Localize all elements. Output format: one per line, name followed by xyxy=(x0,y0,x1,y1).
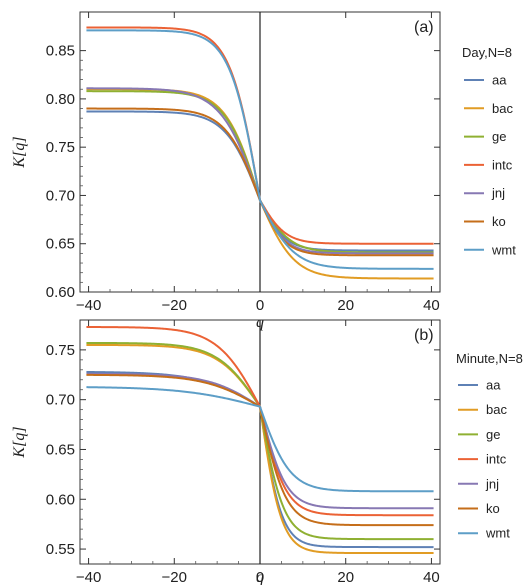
panel-a: −40−20020400.600.650.700.750.800.85(a)qK… xyxy=(11,11,516,331)
legend-label-ko: ko xyxy=(492,214,506,229)
legend-title: Day,N=8 xyxy=(462,45,512,60)
legend-title: Minute,N=8 xyxy=(456,351,523,366)
x-axis-label: q xyxy=(256,569,264,585)
y-tick-label: 0.70 xyxy=(46,392,75,409)
y-tick-label: 0.70 xyxy=(46,187,75,204)
y-tick-label: 0.65 xyxy=(46,236,75,253)
y-tick-label: 0.55 xyxy=(46,541,75,558)
legend-label-wmt: wmt xyxy=(491,242,516,257)
legend-label-ge: ge xyxy=(492,129,506,144)
legend: Day,N=8 aa bac ge intc jnj ko wmt xyxy=(462,45,516,257)
x-tick-label: −20 xyxy=(162,569,187,585)
legend-label-intc: intc xyxy=(486,452,507,467)
legend-label-aa: aa xyxy=(486,378,501,393)
panel-tag: (a) xyxy=(414,19,434,36)
x-tick-label: 0 xyxy=(256,569,264,585)
legend-label-bac: bac xyxy=(492,101,513,116)
y-tick-label: 0.75 xyxy=(46,342,75,359)
legend-label-intc: intc xyxy=(492,157,513,172)
legend-label-ge: ge xyxy=(486,427,500,442)
series-line-wmt xyxy=(86,29,434,270)
legend-label-wmt: wmt xyxy=(485,526,510,541)
panel-tag: (b) xyxy=(414,327,434,344)
series-line-wmt xyxy=(86,386,434,493)
legend-label-aa: aa xyxy=(492,73,507,88)
legend: Minute,N=8 aa bac ge intc jnj ko wmt xyxy=(456,351,523,541)
y-tick-label: 0.85 xyxy=(46,43,75,60)
x-tick-label: −40 xyxy=(76,569,101,585)
x-tick-label: 40 xyxy=(423,569,440,585)
y-tick-label: 0.80 xyxy=(46,91,75,108)
x-tick-label: 20 xyxy=(337,569,354,585)
y-tick-label: 0.75 xyxy=(46,139,75,156)
legend-label-bac: bac xyxy=(486,402,507,417)
legend-label-ko: ko xyxy=(486,501,500,516)
y-tick-label: 0.65 xyxy=(46,441,75,458)
x-tick-label: 0 xyxy=(256,297,264,314)
panel-b: −40 −20 0 20 40 0.55 0.60 0.65 0.70 0.75 (b) q K[q] M… xyxy=(11,319,523,585)
y-axis-label: K[q] xyxy=(11,136,28,168)
x-tick-label: −40 xyxy=(76,297,101,314)
legend-label-jnj: jnj xyxy=(485,476,499,491)
y-tick-label: 0.60 xyxy=(46,491,75,508)
y-axis-label: K[q] xyxy=(11,426,28,458)
legend-label-jnj: jnj xyxy=(491,186,505,201)
x-tick-label: −20 xyxy=(162,297,187,314)
x-tick-label: 40 xyxy=(423,297,440,314)
y-tick-label: 0.60 xyxy=(46,284,75,301)
x-tick-label: 20 xyxy=(337,297,354,314)
